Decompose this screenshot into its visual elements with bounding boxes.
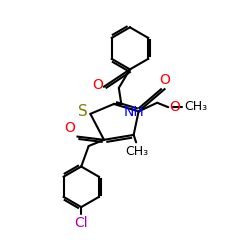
Text: Cl: Cl <box>74 216 88 230</box>
Text: S: S <box>78 104 88 119</box>
Text: O: O <box>65 121 76 135</box>
Text: CH₃: CH₃ <box>125 145 148 158</box>
Text: O: O <box>170 100 180 114</box>
Text: O: O <box>92 78 103 92</box>
Text: O: O <box>160 73 170 87</box>
Text: NH: NH <box>123 105 144 119</box>
Text: CH₃: CH₃ <box>184 100 207 113</box>
